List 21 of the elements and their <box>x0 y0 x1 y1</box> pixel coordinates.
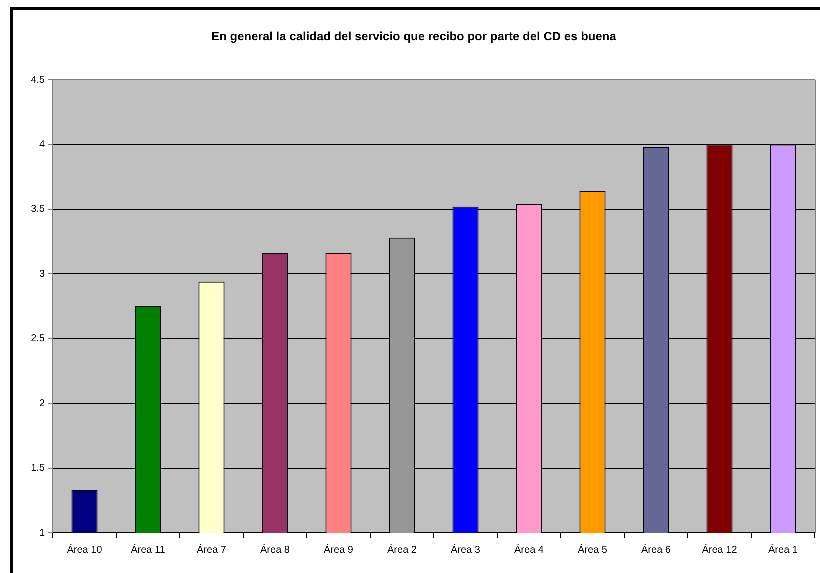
x-tick-label: Área 10 <box>67 544 103 556</box>
y-tick-label: 3 <box>39 268 46 280</box>
x-tick-label: Área 1 <box>768 544 798 556</box>
x-tick-label: Área 9 <box>324 544 354 556</box>
x-tick-label: Área 6 <box>642 544 672 556</box>
chart-title: En general la calidad del servicio que recibo por parte del CD es buena <box>212 30 617 44</box>
x-tick-label: Área 7 <box>197 544 227 556</box>
y-tick-label: 2 <box>39 398 46 410</box>
y-tick-label: 4 <box>39 139 46 150</box>
y-tick-label: 1.5 <box>31 463 46 474</box>
x-tick-label: Área 4 <box>514 544 544 556</box>
y-tick-label: 4.5 <box>31 74 46 86</box>
x-tick-label: Área 2 <box>388 544 418 556</box>
x-tick-label: Área 12 <box>702 544 738 556</box>
x-tick-label: Área 5 <box>578 544 608 556</box>
x-tick-label: Área 3 <box>451 544 481 556</box>
x-tick-label: Área 8 <box>260 544 290 556</box>
y-tick-label: 1 <box>39 528 46 539</box>
x-tick-label: Área 11 <box>131 544 166 556</box>
y-tick-label: 3.5 <box>31 204 46 216</box>
y-tick-label: 2.5 <box>31 334 46 345</box>
